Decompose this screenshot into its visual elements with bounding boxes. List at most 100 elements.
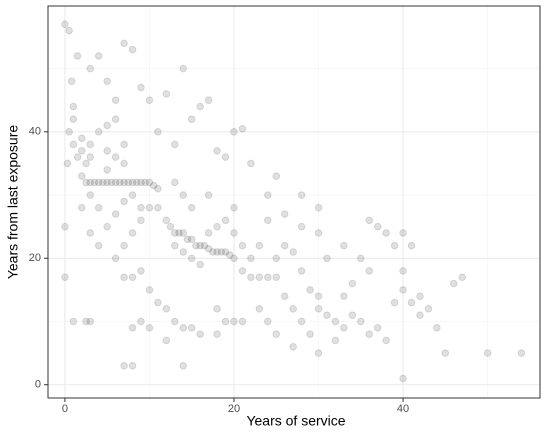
point bbox=[137, 317, 145, 326]
point bbox=[69, 140, 78, 149]
point bbox=[289, 305, 297, 313]
point bbox=[107, 178, 116, 187]
point bbox=[103, 178, 111, 187]
point bbox=[94, 203, 103, 212]
point bbox=[225, 251, 234, 259]
point bbox=[187, 115, 196, 123]
point bbox=[128, 191, 137, 199]
point bbox=[230, 229, 238, 237]
point bbox=[128, 324, 137, 332]
point bbox=[179, 361, 188, 370]
point bbox=[141, 178, 150, 187]
point bbox=[263, 273, 272, 282]
x-tick-label: 0 bbox=[62, 403, 68, 415]
point bbox=[145, 286, 154, 294]
point bbox=[221, 317, 230, 326]
point bbox=[128, 229, 137, 237]
point bbox=[280, 210, 289, 218]
point bbox=[120, 39, 128, 48]
point bbox=[230, 203, 238, 212]
point bbox=[449, 279, 458, 288]
point bbox=[416, 311, 424, 319]
point bbox=[128, 361, 137, 370]
point bbox=[132, 178, 141, 187]
point bbox=[204, 244, 213, 253]
point bbox=[166, 222, 175, 231]
point bbox=[154, 184, 162, 193]
point bbox=[116, 178, 124, 187]
point bbox=[297, 267, 306, 275]
point bbox=[247, 159, 255, 168]
point bbox=[145, 96, 154, 105]
point bbox=[120, 361, 128, 370]
point bbox=[69, 115, 78, 123]
point bbox=[356, 254, 365, 263]
point bbox=[209, 248, 217, 256]
point bbox=[154, 298, 162, 307]
point bbox=[213, 305, 221, 313]
point bbox=[263, 216, 272, 225]
point bbox=[82, 178, 90, 187]
point bbox=[390, 241, 399, 250]
point bbox=[213, 330, 221, 338]
point bbox=[217, 248, 226, 256]
point bbox=[407, 298, 416, 307]
point bbox=[120, 241, 128, 250]
y-axis-title: Years from last exposure bbox=[5, 125, 21, 280]
point bbox=[82, 317, 90, 326]
point bbox=[111, 210, 120, 218]
point bbox=[204, 96, 213, 105]
point bbox=[247, 273, 255, 282]
point bbox=[171, 241, 179, 250]
point bbox=[145, 203, 154, 212]
point bbox=[69, 317, 78, 326]
point bbox=[128, 178, 137, 187]
point bbox=[204, 191, 213, 199]
point bbox=[200, 241, 209, 250]
point bbox=[289, 248, 297, 256]
point bbox=[238, 267, 247, 275]
point bbox=[175, 229, 183, 237]
point bbox=[69, 102, 78, 111]
point bbox=[272, 254, 281, 263]
point bbox=[433, 324, 441, 332]
point bbox=[94, 241, 103, 250]
point bbox=[196, 330, 204, 338]
point bbox=[323, 311, 331, 319]
point bbox=[399, 286, 407, 294]
point bbox=[103, 121, 111, 130]
point bbox=[348, 279, 357, 288]
x-tick-label: 40 bbox=[397, 403, 409, 415]
point bbox=[187, 203, 196, 212]
y-tick-label: 0 bbox=[35, 379, 41, 391]
point bbox=[162, 216, 171, 225]
point bbox=[154, 203, 162, 212]
point bbox=[145, 178, 154, 187]
point bbox=[306, 286, 314, 294]
point bbox=[128, 273, 137, 282]
point bbox=[314, 229, 323, 237]
point bbox=[390, 298, 399, 307]
point bbox=[179, 191, 188, 199]
point bbox=[187, 254, 196, 263]
point bbox=[238, 124, 247, 133]
point bbox=[149, 181, 158, 190]
point bbox=[280, 292, 289, 301]
point bbox=[192, 241, 200, 250]
point bbox=[61, 222, 69, 231]
point bbox=[179, 64, 188, 73]
point bbox=[297, 222, 306, 231]
point bbox=[297, 191, 306, 199]
point bbox=[365, 216, 374, 225]
point bbox=[196, 102, 204, 111]
point bbox=[331, 317, 340, 326]
point bbox=[103, 165, 111, 174]
point bbox=[90, 178, 99, 187]
point bbox=[483, 349, 492, 357]
point bbox=[272, 273, 281, 282]
point bbox=[272, 330, 281, 338]
point bbox=[187, 324, 196, 332]
point bbox=[61, 273, 69, 282]
point bbox=[407, 241, 416, 250]
